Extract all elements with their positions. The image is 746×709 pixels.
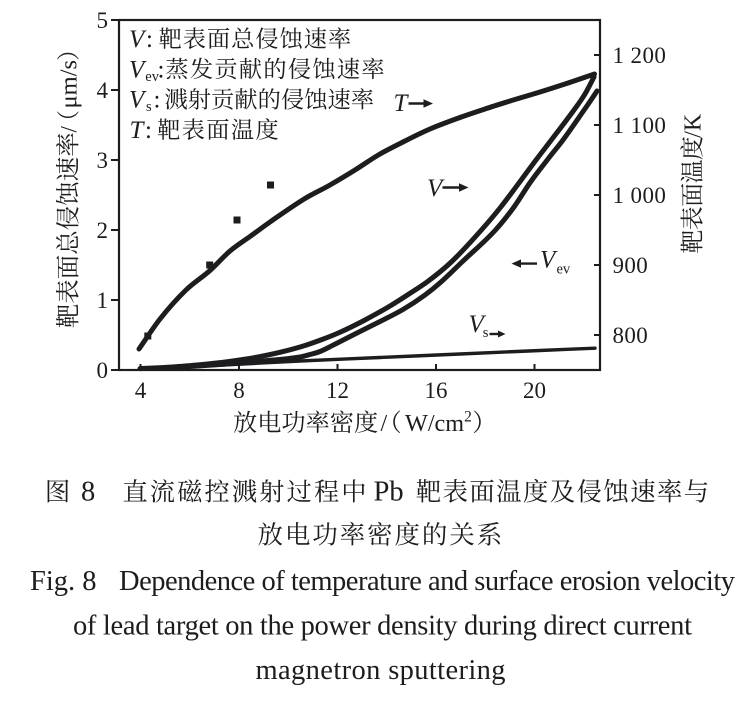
svg-text:W/cm2: W/cm2: [405, 409, 472, 438]
svg-text:8: 8: [233, 378, 245, 403]
svg-text:ev: ev: [557, 261, 571, 277]
svg-text:V: V: [129, 87, 147, 114]
svg-text:1 200: 1 200: [613, 43, 667, 68]
svg-text:V: V: [427, 175, 445, 202]
svg-text:/K: /K: [681, 113, 707, 138]
svg-text:T: T: [394, 90, 410, 117]
svg-text::: :: [154, 87, 161, 114]
svg-text:5: 5: [97, 8, 109, 33]
svg-text::: :: [158, 56, 165, 83]
svg-text:4: 4: [135, 378, 147, 403]
svg-text:V: V: [469, 311, 487, 338]
svg-text:s: s: [483, 325, 489, 341]
svg-text:Fig. 8: Fig. 8: [30, 566, 97, 597]
svg-text:μm/s: μm/s: [56, 60, 83, 109]
svg-text:ev: ev: [145, 69, 159, 85]
svg-text:/: /: [381, 411, 388, 437]
svg-text:T: T: [130, 117, 146, 144]
svg-text:magnetron sputtering: magnetron sputtering: [256, 655, 506, 686]
svg-text:of lead target on the power de: of lead target on the power density duri…: [73, 611, 692, 642]
svg-text:V: V: [540, 247, 558, 274]
svg-text:20: 20: [523, 378, 546, 403]
svg-text:12: 12: [326, 378, 349, 403]
svg-text:/: /: [57, 126, 82, 133]
svg-text:V: V: [129, 56, 147, 83]
svg-text:1 000: 1 000: [613, 183, 667, 208]
svg-text:800: 800: [613, 323, 649, 348]
svg-text:Dependence of temperature and: Dependence of temperature and surface er…: [119, 566, 736, 597]
svg-text:0: 0: [97, 358, 109, 383]
svg-text::: :: [146, 26, 153, 53]
svg-text:1: 1: [97, 288, 109, 313]
svg-text:2: 2: [97, 218, 109, 243]
svg-text::: :: [145, 117, 152, 144]
svg-text:Pb: Pb: [374, 477, 404, 508]
svg-text:8: 8: [81, 477, 95, 508]
svg-text:4: 4: [97, 78, 109, 103]
svg-text:16: 16: [425, 378, 448, 403]
svg-text:3: 3: [97, 148, 109, 173]
svg-text:900: 900: [613, 253, 649, 278]
svg-text:V: V: [129, 26, 147, 53]
svg-text:s: s: [146, 99, 152, 115]
svg-text:1 100: 1 100: [613, 113, 667, 138]
